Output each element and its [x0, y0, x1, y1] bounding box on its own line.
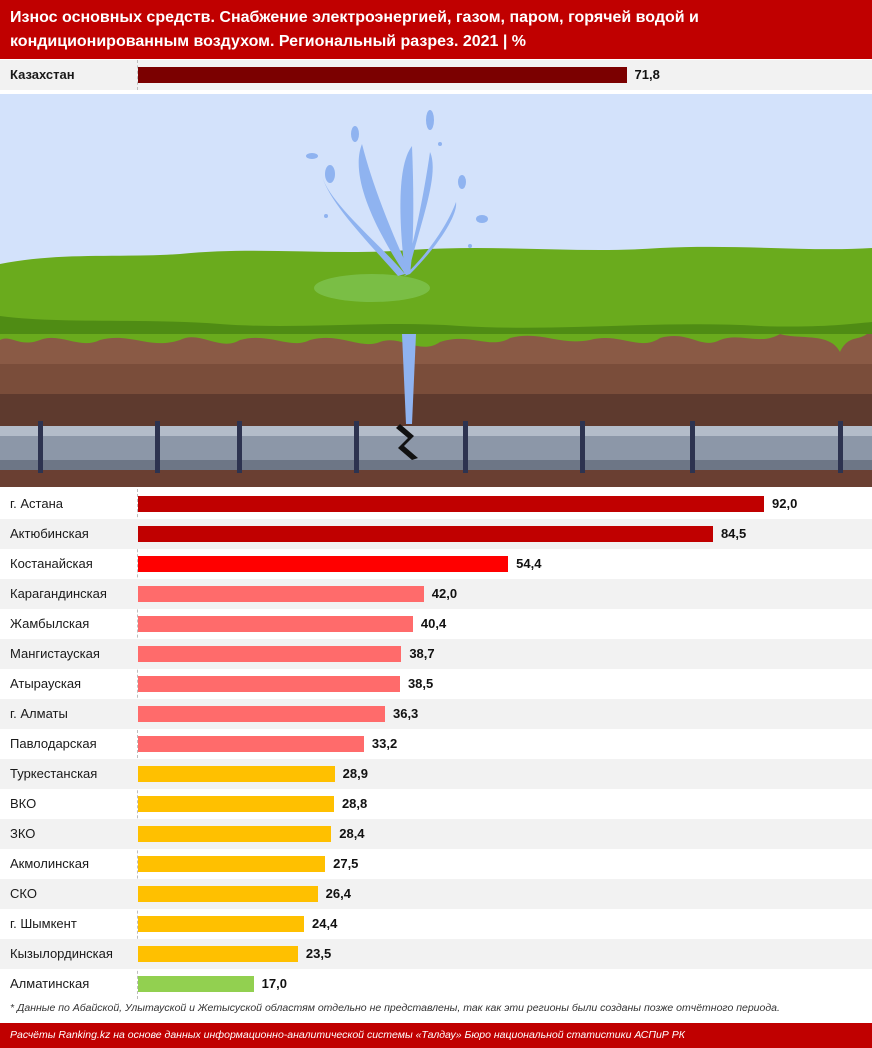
bar-row: Костанайская 54,4 [0, 549, 872, 579]
total-axis-line [137, 60, 138, 90]
category-label: г. Шымкент [10, 916, 77, 931]
category-label: ЗКО [10, 826, 36, 841]
chart-header: Износ основных средств. Снабжение электр… [0, 0, 872, 59]
value-label: 27,5 [333, 856, 359, 871]
value-label: 17,0 [261, 976, 287, 991]
bar [138, 856, 326, 872]
total-label: Казахстан [10, 67, 75, 82]
category-label: СКО [10, 886, 37, 901]
total-bar [138, 67, 627, 83]
category-label: Жамбылская [10, 616, 90, 631]
bar-row: г. Алматы 36,3 [0, 699, 872, 729]
value-label: 40,4 [420, 616, 447, 631]
category-label: ВКО [10, 796, 37, 811]
source-footer: Расчёты Ranking.kz на основе данных инфо… [0, 1023, 872, 1048]
category-label: Туркестанская [10, 766, 98, 781]
row-background [0, 879, 872, 909]
value-label: 38,7 [409, 646, 435, 661]
bar-row: СКО 26,4 [0, 879, 872, 909]
total-row: Казахстан 71,8 [0, 60, 872, 90]
bar [138, 706, 385, 722]
category-label: Костанайская [10, 556, 93, 571]
bar-row: г. Астана 92,0 [0, 489, 872, 519]
category-label: г. Алматы [10, 706, 68, 721]
bar-row: Жамбылская 40,4 [0, 609, 872, 639]
value-label: 28,9 [342, 766, 368, 781]
row-background [0, 639, 872, 669]
category-label: Алматинская [10, 976, 90, 991]
bar-row: Акмолинская 27,5 [0, 849, 872, 879]
bar-row: ЗКО 28,4 [0, 819, 872, 849]
value-label: 26,4 [325, 886, 351, 901]
bar [138, 766, 335, 782]
bar-row: Павлодарская 33,2 [0, 729, 872, 759]
value-label: 54,4 [516, 556, 542, 571]
row-background [0, 699, 872, 729]
bar [138, 616, 413, 632]
bar [138, 556, 509, 572]
value-label: 36,3 [392, 706, 419, 721]
row-background [0, 759, 872, 789]
value-label: 42,0 [431, 586, 458, 601]
bar [138, 796, 334, 812]
value-label: 84,5 [720, 526, 747, 541]
bar [138, 676, 400, 692]
row-background [0, 939, 872, 969]
value-label: 24,4 [312, 916, 338, 931]
burst-pipe-illustration [0, 94, 872, 487]
bar-row: Актюбинская 84,5 [0, 519, 872, 549]
bar-row: Атырауская 38,5 [0, 669, 872, 699]
category-label: г. Астана [10, 496, 63, 511]
value-label: 92,0 [772, 496, 798, 511]
category-label: Атырауская [10, 676, 82, 691]
value-label: 38,5 [407, 676, 434, 691]
category-label: Акмолинская [10, 856, 90, 871]
row-background [0, 819, 872, 849]
bar [138, 526, 713, 542]
chart-title: Износ основных средств. Снабжение электр… [10, 9, 699, 50]
category-label: Мангистауская [10, 646, 100, 661]
bar [138, 826, 332, 842]
bar [138, 496, 764, 512]
bar [138, 916, 305, 932]
footnote: * Данные по Абайской, Улытауской и Жетыс… [10, 1002, 780, 1014]
bar-row: Мангистауская 38,7 [0, 639, 872, 669]
bar [138, 886, 318, 902]
bar-row: Карагандинская 42,0 [0, 579, 872, 609]
category-label: Павлодарская [10, 736, 97, 751]
bar [138, 736, 364, 752]
bar [138, 586, 424, 602]
total-value-label: 71,8 [634, 67, 660, 82]
bar-row: ВКО 28,8 [0, 789, 872, 819]
value-label: 23,5 [305, 946, 332, 961]
bar-row: Туркестанская 28,9 [0, 759, 872, 789]
bar [138, 946, 298, 962]
value-label: 33,2 [371, 736, 398, 751]
axis-line [137, 489, 138, 999]
bar [138, 646, 402, 662]
bar-row: г. Шымкент 24,4 [0, 909, 872, 939]
bar-row: Кызылординская 23,5 [0, 939, 872, 969]
bar-row: Алматинская 17,0 [0, 969, 872, 999]
category-label: Карагандинская [10, 586, 107, 601]
value-label: 28,8 [341, 796, 368, 811]
bar [138, 976, 254, 992]
category-label: Актюбинская [10, 526, 89, 541]
category-label: Кызылординская [10, 946, 113, 961]
value-label: 28,4 [339, 826, 365, 841]
